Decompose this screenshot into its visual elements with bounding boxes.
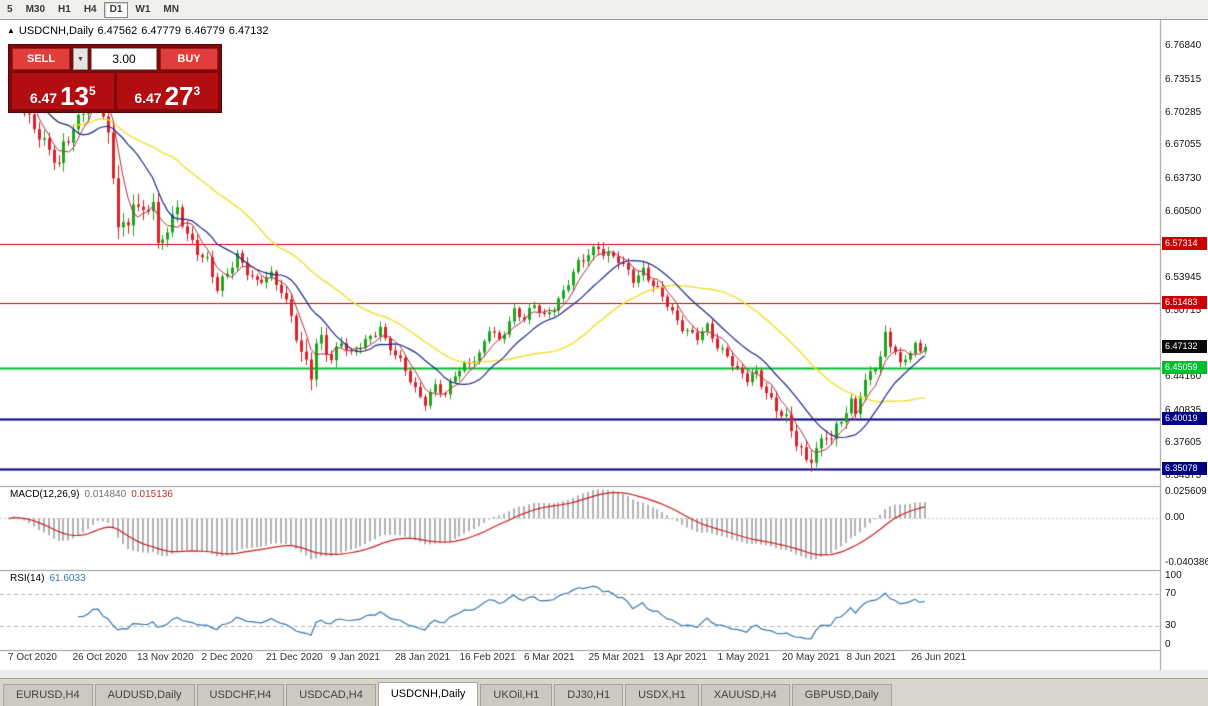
- volume-dropdown-caret-icon[interactable]: ▼: [73, 48, 88, 70]
- chart-tab-usdx-h1[interactable]: USDX,H1: [625, 684, 699, 706]
- volume-input[interactable]: [91, 48, 157, 70]
- timeframe-button-w1[interactable]: W1: [129, 2, 156, 18]
- sell-button[interactable]: SELL: [12, 48, 70, 70]
- buy-price-pips: 27: [164, 80, 194, 111]
- rsi-indicator-label: RSI(14) 61.6033: [10, 573, 86, 584]
- macd-indicator-label: MACD(12,26,9) 0.014840 0.015136: [10, 489, 173, 500]
- sell-price-big: 6.47: [29, 89, 58, 106]
- sell-price-pips: 13: [60, 80, 89, 111]
- chart-tab-audusd-daily[interactable]: AUDUSD,Daily: [94, 684, 195, 706]
- timeframe-button-h1[interactable]: H1: [52, 2, 77, 18]
- buy-button[interactable]: BUY: [160, 48, 218, 70]
- timeframe-button-d1[interactable]: D1: [103, 1, 129, 18]
- timeframe-button-5[interactable]: 5: [1, 2, 19, 18]
- symbol-name: USDCNH,Daily: [18, 25, 94, 37]
- chart-tab-usdchf-h4[interactable]: USDCHF,H4: [196, 684, 285, 706]
- timeframe-button-m30[interactable]: M30: [20, 2, 51, 18]
- chart-title: ▲ USDCNH,Daily 6.47562 6.47779 6.46779 6.4713…: [7, 25, 273, 37]
- buy-price-sup: 3: [193, 84, 201, 98]
- rsi-name: RSI(14): [10, 573, 45, 584]
- timeframe-button-mn[interactable]: MN: [157, 2, 185, 18]
- collapse-triangle-icon: ▲: [7, 26, 15, 35]
- buy-price-display[interactable]: 6.47 27 3: [116, 73, 218, 111]
- macd-main-value: 0.014840: [84, 489, 127, 500]
- chart-tab-usdcnh-daily[interactable]: USDCNH,Daily: [377, 682, 479, 706]
- low-value: 6.46779: [185, 25, 225, 37]
- close-value: 6.47132: [228, 25, 269, 37]
- chart-tab-eurusd-h4[interactable]: EURUSD,H4: [3, 684, 93, 706]
- chart-tab-dj30-h1[interactable]: DJ30,H1: [554, 684, 624, 706]
- chart-area[interactable]: [0, 20, 1208, 678]
- rsi-value: 61.6033: [49, 573, 86, 584]
- macd-signal-value: 0.015136: [131, 489, 173, 500]
- chart-tabs-bar: EURUSD,H4 AUDUSD,Daily USDCHF,H4 USDCAD,H4 U…: [0, 678, 1208, 706]
- high-value: 6.47779: [141, 25, 182, 37]
- macd-name: MACD(12,26,9): [10, 489, 80, 500]
- timeframe-toolbar: 5 M30 H1 H4 D1 W1 MN: [0, 0, 1208, 20]
- buy-price-big: 6.47: [134, 89, 162, 106]
- sell-price-sup: 5: [88, 84, 96, 98]
- chart-tab-usdcad-h4[interactable]: USDCAD,H4: [286, 684, 376, 706]
- chart-tab-ukoil-h1[interactable]: UKOil,H1: [480, 684, 553, 706]
- chart-tab-xauusd-h4[interactable]: XAUUSD,H4: [700, 684, 790, 706]
- open-value: 6.47562: [97, 25, 138, 37]
- chart-tab-gbpusd-daily[interactable]: GBPUSD,Daily: [791, 684, 892, 706]
- sell-price-display[interactable]: 6.47 13 5: [12, 73, 114, 109]
- timeframe-button-h4[interactable]: H4: [78, 2, 103, 18]
